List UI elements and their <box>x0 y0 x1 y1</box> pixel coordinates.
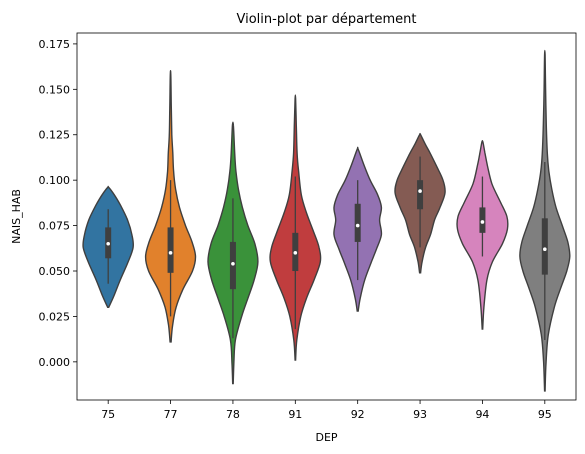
violin-iqr-box <box>229 241 236 290</box>
y-tick-label: 0.100 <box>39 174 71 187</box>
y-tick-label: 0.000 <box>39 356 71 369</box>
violin-iqr-box <box>541 218 548 275</box>
violin-median <box>480 220 485 224</box>
y-tick-label: 0.075 <box>39 220 71 233</box>
x-tick-label: 93 <box>413 408 427 421</box>
violin-median <box>355 223 360 228</box>
violin-median <box>168 251 173 255</box>
y-axis: 0.000 0.025 0.050 0.075 0.100 0.125 0.150 0.175 <box>39 38 77 369</box>
x-tick-label: 95 <box>538 408 552 421</box>
violin-92 <box>333 146 383 312</box>
violin-78 <box>207 121 259 385</box>
violin-75 <box>82 185 135 308</box>
x-axis: 75 77 78 91 92 93 94 95 <box>101 400 552 421</box>
x-tick-label: 94 <box>475 408 489 421</box>
violin-median <box>418 189 422 193</box>
violin-93 <box>394 132 446 274</box>
violin-median <box>231 261 235 266</box>
violin-iqr-box <box>167 227 174 273</box>
x-tick-label: 75 <box>101 408 115 421</box>
x-tick-label: 77 <box>164 408 178 421</box>
y-axis-title: NAIS_HAB <box>10 189 23 244</box>
violin-77 <box>144 69 197 343</box>
violin-median <box>106 241 110 246</box>
violins-group <box>82 49 571 392</box>
chart-title: Violin-plot par département <box>237 12 417 27</box>
x-tick-label: 78 <box>226 408 240 421</box>
y-tick-label: 0.050 <box>39 265 71 278</box>
x-tick-label: 91 <box>288 408 302 421</box>
violin-91 <box>269 94 322 361</box>
violin-iqr-box <box>417 180 424 210</box>
y-tick-label: 0.025 <box>39 310 71 323</box>
violin-iqr-box <box>479 207 486 233</box>
x-tick-label: 92 <box>351 408 365 421</box>
y-tick-label: 0.150 <box>39 83 71 96</box>
violin-95 <box>519 49 571 392</box>
violin-median <box>293 251 298 255</box>
plot-area: 0.000 0.025 0.050 0.075 0.100 0.125 0.150 0.175… <box>39 32 577 421</box>
violin-median <box>543 247 547 252</box>
violin-94 <box>456 139 509 330</box>
plot-frame <box>76 32 577 401</box>
violin-iqr-box <box>354 203 361 242</box>
y-tick-label: 0.125 <box>39 129 71 142</box>
y-tick-label: 0.175 <box>39 38 71 51</box>
x-axis-title: DEP <box>315 431 337 444</box>
